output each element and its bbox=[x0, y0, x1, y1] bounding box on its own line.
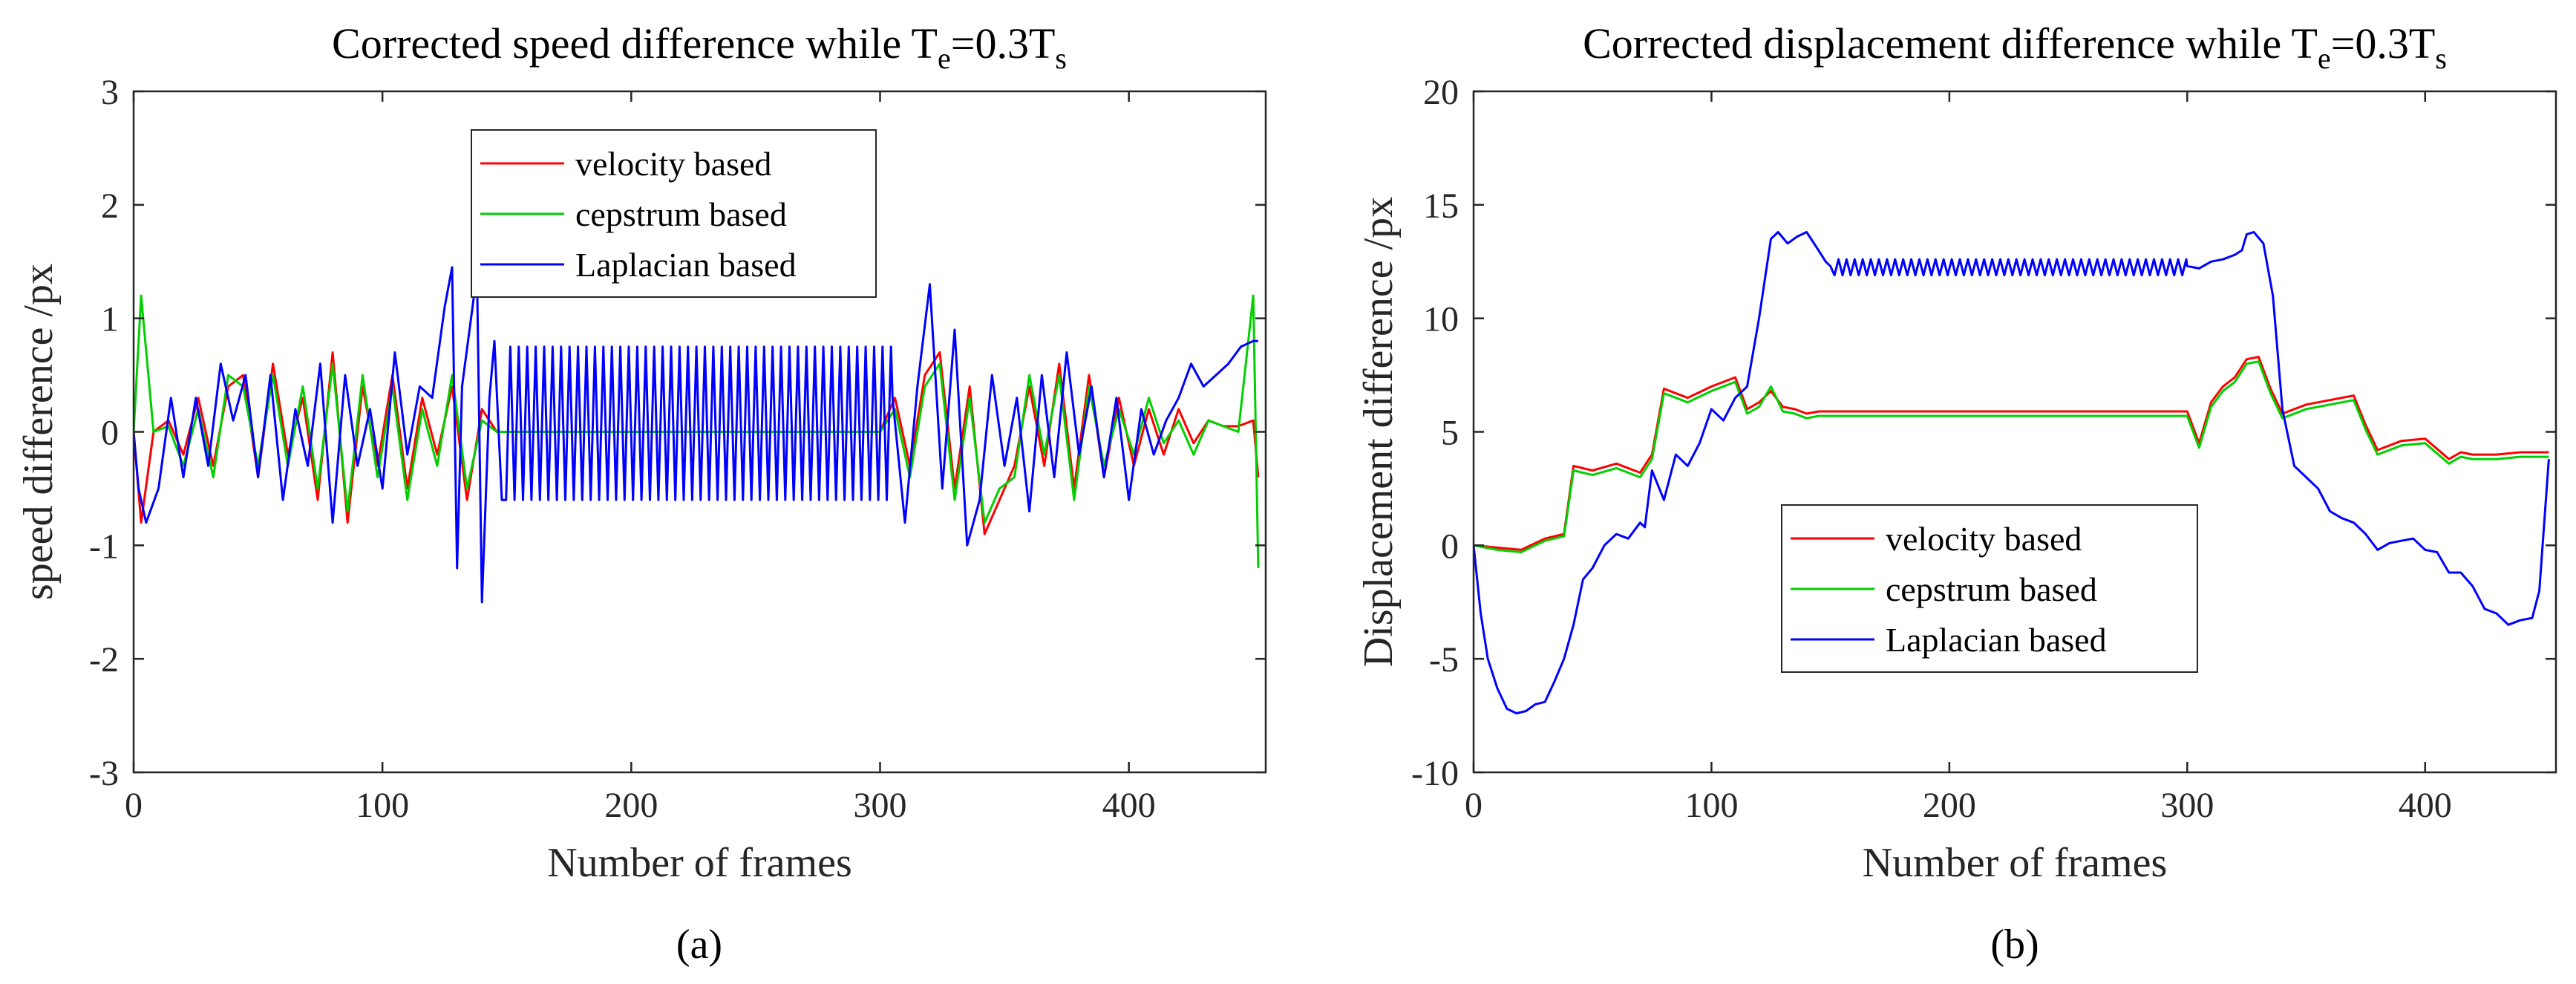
series-line-laplacian bbox=[1474, 231, 2550, 714]
figure-caption: (b) bbox=[1990, 922, 2039, 968]
chart-a: 0 100 200 300 400 -3 -2 -1 0 1 2 3 Corrected speed d… bbox=[16, 19, 1267, 968]
x-tick-label: 200 bbox=[604, 786, 658, 825]
x-tick-label: 0 bbox=[125, 786, 143, 825]
y-tick-label: 0 bbox=[1441, 527, 1459, 566]
y-tick-label: 2 bbox=[101, 186, 119, 226]
legend-label: Laplacian based bbox=[575, 246, 797, 284]
legend: velocity based cepstrum based Laplacian ba… bbox=[471, 129, 877, 298]
x-tick-label: 0 bbox=[1465, 786, 1482, 825]
x-tick-label: 200 bbox=[1923, 786, 1976, 825]
y-tick-label: -1 bbox=[89, 527, 119, 566]
x-tick-label: 300 bbox=[853, 786, 906, 825]
y-axis-label: Displacement difference /px bbox=[1356, 197, 1402, 667]
legend-label: cepstrum based bbox=[1886, 570, 2097, 608]
plot-area bbox=[1474, 231, 2550, 714]
y-tick-label: -10 bbox=[1411, 754, 1459, 793]
figure-caption: (a) bbox=[676, 922, 722, 968]
x-tick-label: 300 bbox=[2160, 786, 2214, 825]
series-line-cepstrum bbox=[1474, 360, 2549, 553]
chart-title: Corrected displacement difference while … bbox=[1583, 19, 2447, 75]
x-axis-label: Number of frames bbox=[547, 840, 852, 886]
y-tick-label: 1 bbox=[101, 300, 119, 339]
y-tick-label: -2 bbox=[89, 640, 119, 680]
series-line-laplacian bbox=[134, 266, 1258, 604]
y-tick-label: 10 bbox=[1423, 300, 1459, 339]
y-tick-label: -5 bbox=[1429, 640, 1459, 680]
x-axis-label: Number of frames bbox=[1863, 840, 2168, 886]
x-tick-label: 100 bbox=[1684, 786, 1738, 825]
y-axis-label: speed difference /px bbox=[16, 264, 62, 600]
legend-label: cepstrum based bbox=[575, 195, 787, 233]
legend-label: velocity based bbox=[1886, 520, 2082, 558]
series-line-velocity bbox=[1474, 356, 2549, 551]
y-tick-label: 20 bbox=[1423, 73, 1459, 112]
legend-label: velocity based bbox=[575, 145, 771, 183]
y-tick-label: -3 bbox=[89, 754, 119, 793]
y-tick-label: 5 bbox=[1441, 414, 1459, 453]
plot-area bbox=[134, 266, 1260, 604]
chart-b: 0 100 200 300 400 -10 -5 0 5 10 15 20 Corrected disp… bbox=[1356, 19, 2557, 968]
chart-title: Corrected speed difference while Te=0.3T… bbox=[332, 19, 1067, 75]
x-tick-label: 100 bbox=[356, 786, 409, 825]
y-tick-label: 15 bbox=[1423, 186, 1459, 226]
x-tick-label: 400 bbox=[2399, 786, 2452, 825]
legend-label: Laplacian based bbox=[1886, 621, 2107, 659]
series-line-cepstrum bbox=[134, 294, 1260, 568]
legend: velocity based cepstrum based Laplacian ba… bbox=[1781, 504, 2198, 673]
y-tick-label: 0 bbox=[101, 414, 119, 453]
x-tick-label: 400 bbox=[1102, 786, 1156, 825]
y-tick-label: 3 bbox=[101, 73, 119, 112]
